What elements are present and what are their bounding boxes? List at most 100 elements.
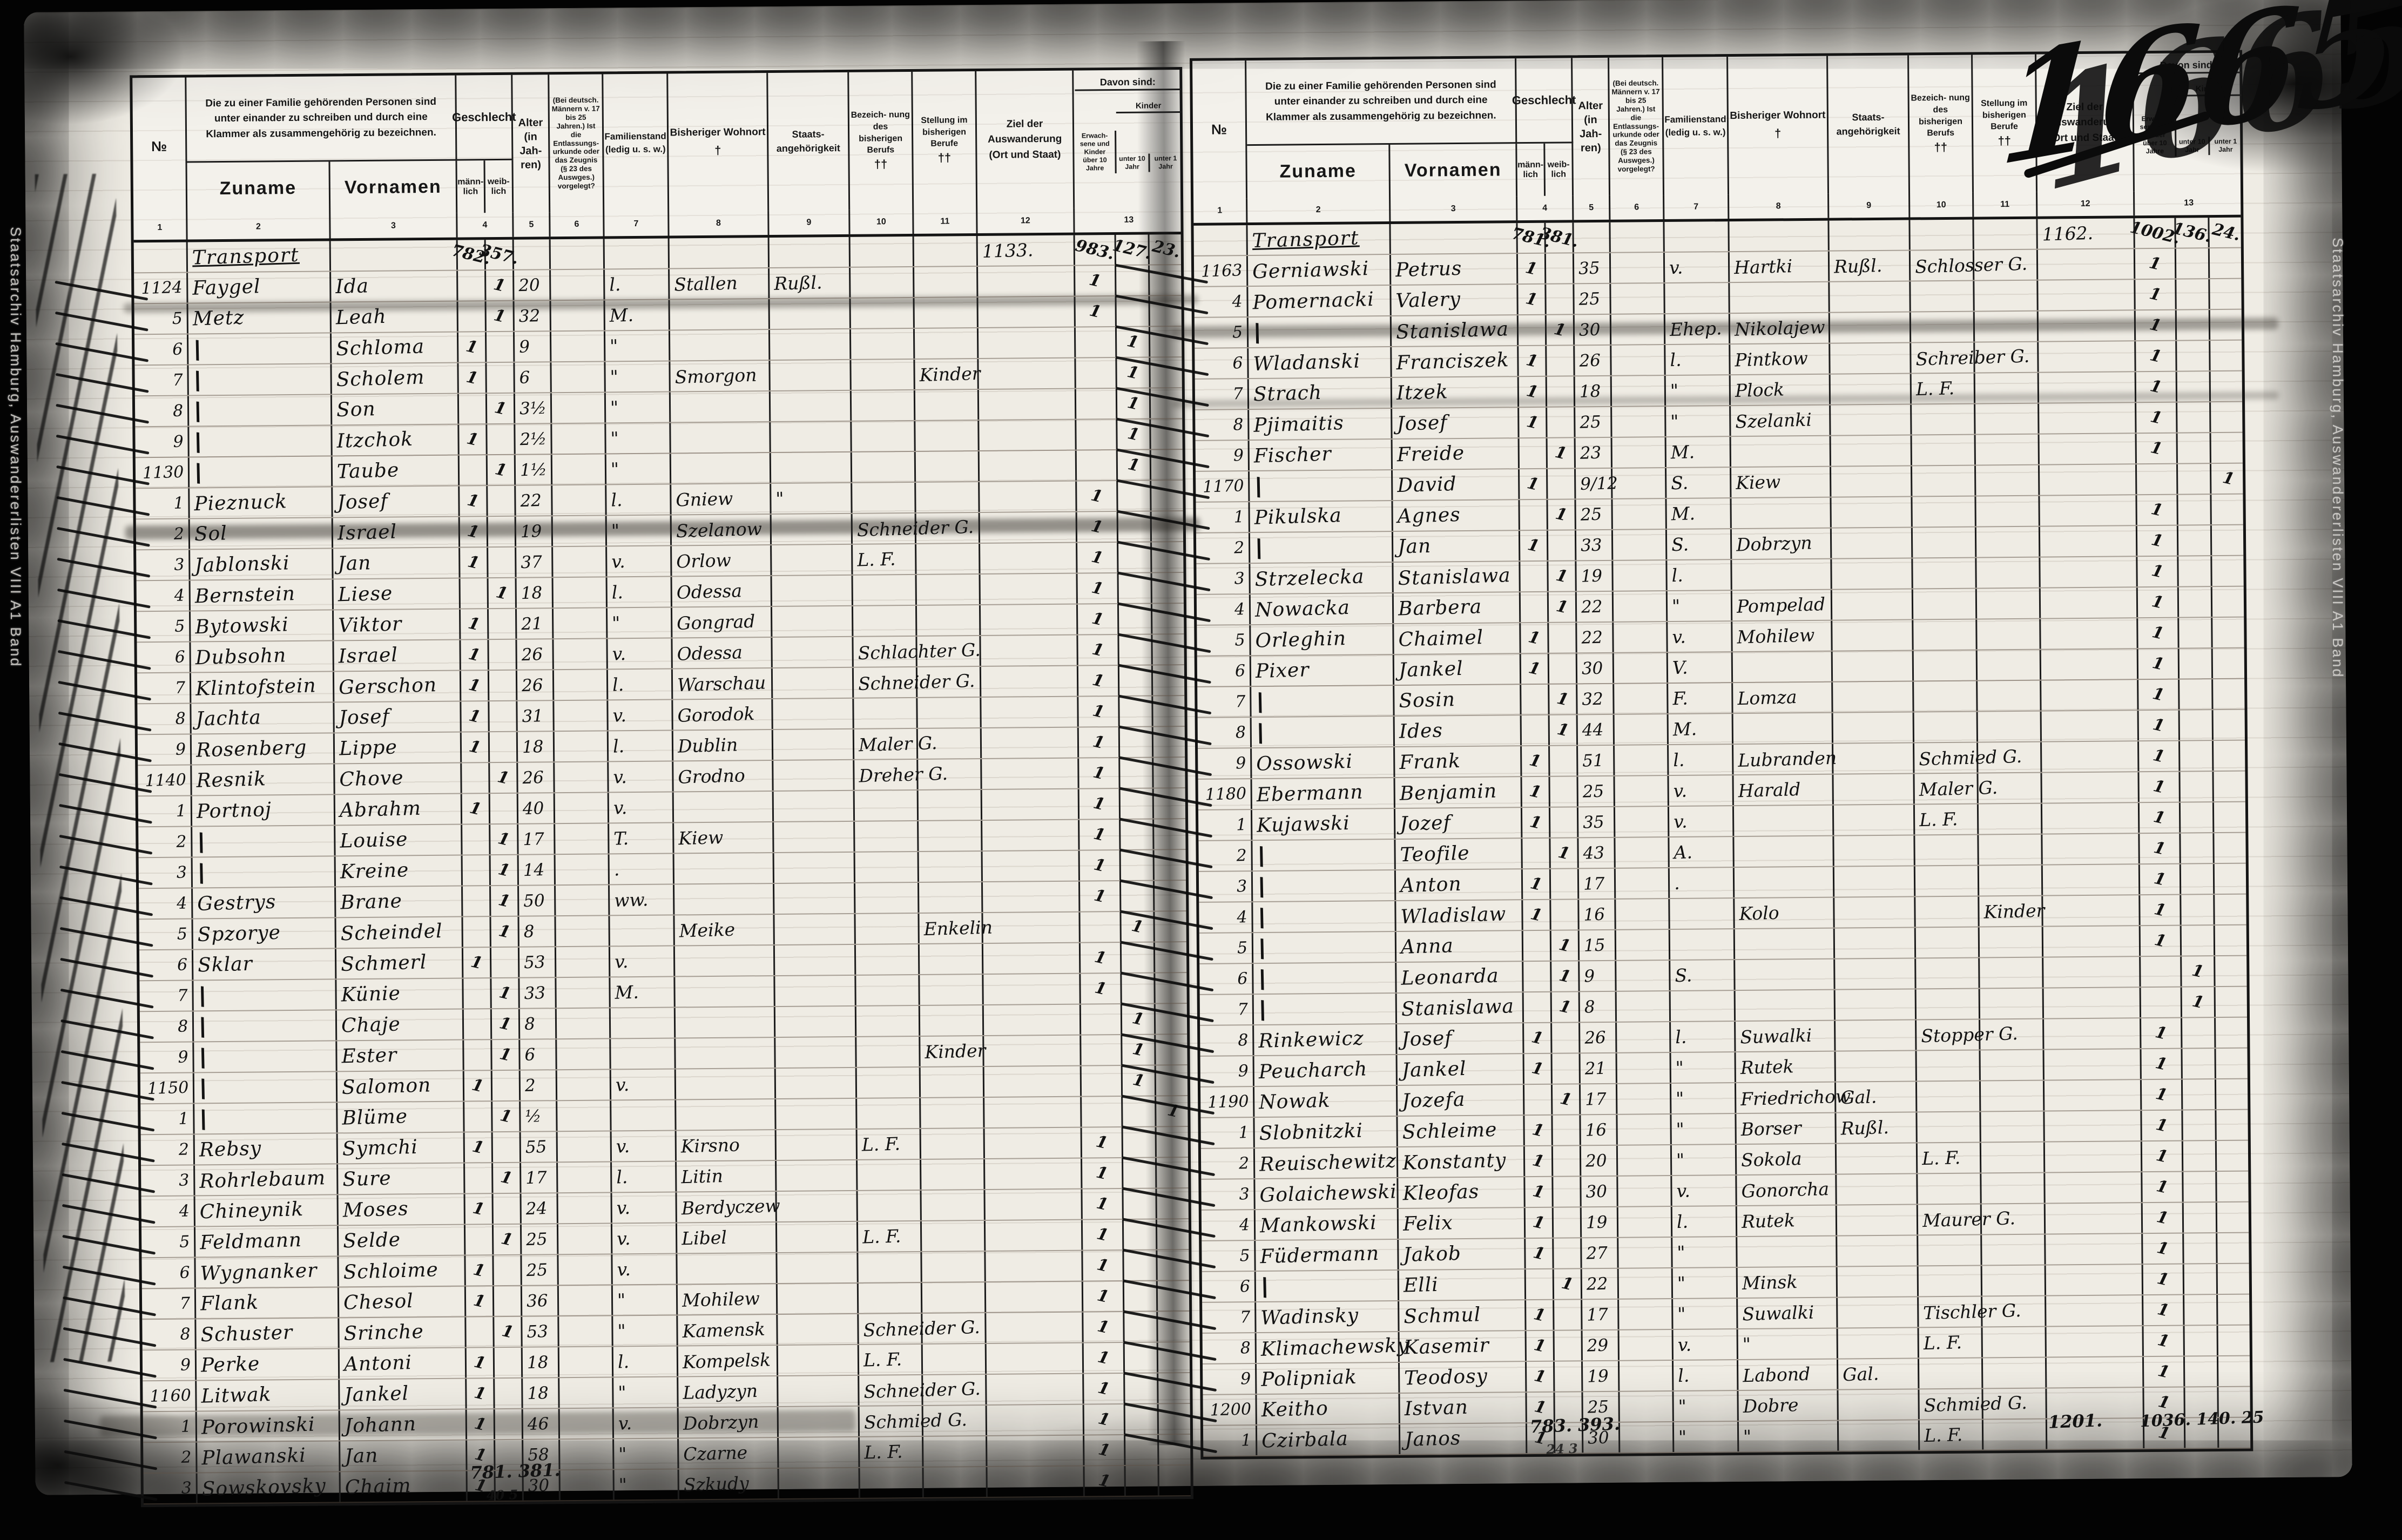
cell-value: Sokola xyxy=(1740,1147,1803,1171)
cell-value: 1 xyxy=(1096,1378,1112,1400)
transport-adults-total: 983. xyxy=(1073,236,1116,264)
cell-value: 1 xyxy=(2154,1084,2169,1105)
cell-value: V. xyxy=(1672,657,1689,679)
cell-value: 1 xyxy=(1555,719,1571,741)
cell-value: 1 xyxy=(1530,1181,1547,1203)
cell-value: 9 xyxy=(1583,966,1595,986)
cell-value: Ehep. xyxy=(1669,318,1723,340)
cell-value: 8 xyxy=(177,1017,188,1036)
cell-value: 1 xyxy=(1125,423,1142,445)
given-name: David xyxy=(1396,472,1458,497)
given-name: Jankel xyxy=(1401,1057,1467,1082)
given-name: Stanislawa xyxy=(1395,318,1509,344)
cell-value: 44 xyxy=(1582,720,1604,740)
surname: \ xyxy=(1253,532,1266,563)
cell-value: 55 xyxy=(525,1137,547,1157)
cell-value: 1180 xyxy=(1204,784,1247,805)
cell-value: 1 xyxy=(1238,1123,1250,1143)
cell-value: Orlow xyxy=(676,549,732,572)
col-number: 1 xyxy=(133,215,188,240)
cell-value: " xyxy=(611,520,620,542)
cell-value: 5 xyxy=(179,1232,190,1252)
cell-value: 1 xyxy=(1556,842,1572,864)
cell-value: 1 xyxy=(1089,578,1105,599)
cell-value: 1 xyxy=(2153,1053,2169,1075)
surname: Wadinsky xyxy=(1260,1304,1359,1329)
cell-value: 1 xyxy=(1557,965,1573,987)
cell-value: 1 xyxy=(1557,935,1573,956)
cell-value: 1 xyxy=(1236,815,1247,835)
cell-value: 1 xyxy=(494,583,510,604)
cell-value: 19 xyxy=(1585,1212,1608,1233)
cell-value: 1 xyxy=(2148,376,2164,397)
cell-value: 8 xyxy=(1584,997,1596,1017)
col-number: 8 xyxy=(669,211,770,236)
surname: Rebsy xyxy=(199,1137,262,1161)
given-name: Josef xyxy=(338,705,390,730)
cell-value: 40 xyxy=(522,798,544,819)
cell-value: v. xyxy=(1671,626,1686,648)
cell-value: 1 xyxy=(1557,996,1573,1018)
given-name: Liese xyxy=(338,582,393,606)
cell-value: 2 xyxy=(180,1448,192,1467)
passenger-rows-right: 1163 Gerniawski Petrus 1 35 v. Hartki Rußl. Schl… xyxy=(1193,248,2251,1457)
cell-value: 26 xyxy=(1578,350,1601,371)
surname: \ xyxy=(1256,963,1269,994)
cell-value: 1 xyxy=(467,675,482,697)
col-header-vornamen: Vornamen xyxy=(1390,144,1518,198)
given-name: Janos xyxy=(1404,1427,1461,1451)
given-name: Chove xyxy=(339,767,404,791)
davon-label: Davon sind: xyxy=(1074,75,1181,91)
cell-value: " xyxy=(1676,1149,1685,1171)
cell-value: Kinder xyxy=(1983,900,2045,923)
surname: \ xyxy=(192,457,205,488)
cell-value: 1 xyxy=(1090,701,1106,722)
col-number: 12 xyxy=(977,208,1075,234)
cell-value: 1 xyxy=(1554,596,1570,618)
cell-value: 1 xyxy=(1525,474,1541,495)
cell-value: 26 xyxy=(522,767,544,788)
cell-value: 1 xyxy=(1126,454,1142,476)
scrawled-folio-number: 1665 1665 xyxy=(1995,0,2402,226)
given-name: Itzek xyxy=(1396,381,1449,404)
cell-value: 25 xyxy=(526,1260,548,1280)
cell-value: 1 xyxy=(2149,560,2165,582)
surname: \ xyxy=(1254,686,1267,717)
given-name: Jozef xyxy=(1399,812,1452,835)
family-note: Die zu einer Familie gehörenden Personen… xyxy=(186,75,457,163)
cell-value: 2 xyxy=(1238,1153,1250,1173)
cell-value: 1 xyxy=(1092,947,1108,969)
cell-value: Smorgon xyxy=(674,364,757,388)
col-header-staat: Staats- angehörigkeit xyxy=(1828,55,1911,194)
cell-value: Rutek xyxy=(1741,1210,1796,1233)
given-name: Brane xyxy=(340,890,403,914)
cell-value: 51 xyxy=(1582,751,1604,771)
cell-value: 1 xyxy=(1094,1163,1110,1184)
cell-value: 1 xyxy=(470,1075,485,1097)
surname: Pjimaitis xyxy=(1253,411,1345,437)
cell-value: 1 xyxy=(1125,362,1141,383)
cell-value: 2 xyxy=(176,832,187,852)
cell-value: 1 xyxy=(1129,916,1145,937)
cell-value: l. xyxy=(616,1166,628,1188)
cell-value: 1 xyxy=(2156,1361,2171,1382)
cell-value: Rußl. xyxy=(1833,254,1883,278)
cell-value: M. xyxy=(609,304,634,326)
cell-value: 35 xyxy=(1582,812,1605,833)
cell-value: 1124 xyxy=(140,278,183,298)
cell-value: Gal. xyxy=(1842,1363,1879,1386)
col-number: 2 xyxy=(187,214,331,240)
cell-value: 30 xyxy=(1581,658,1603,679)
cell-value: Rußl. xyxy=(773,272,822,294)
cell-value: 1 xyxy=(2151,837,2168,859)
cell-value: v. xyxy=(1676,1180,1691,1202)
cell-value: 6 xyxy=(1239,1276,1251,1296)
cell-value: 1 xyxy=(1125,331,1141,353)
cell-value: Suwalki xyxy=(1739,1024,1812,1048)
cell-value: 5 xyxy=(177,924,188,944)
cell-value: 25 xyxy=(525,1229,548,1249)
cell-value: 1 xyxy=(496,828,512,850)
cell-value: 4 xyxy=(1231,292,1243,312)
cell-value: L. F. xyxy=(863,1348,902,1371)
given-name: Israel xyxy=(337,521,397,545)
